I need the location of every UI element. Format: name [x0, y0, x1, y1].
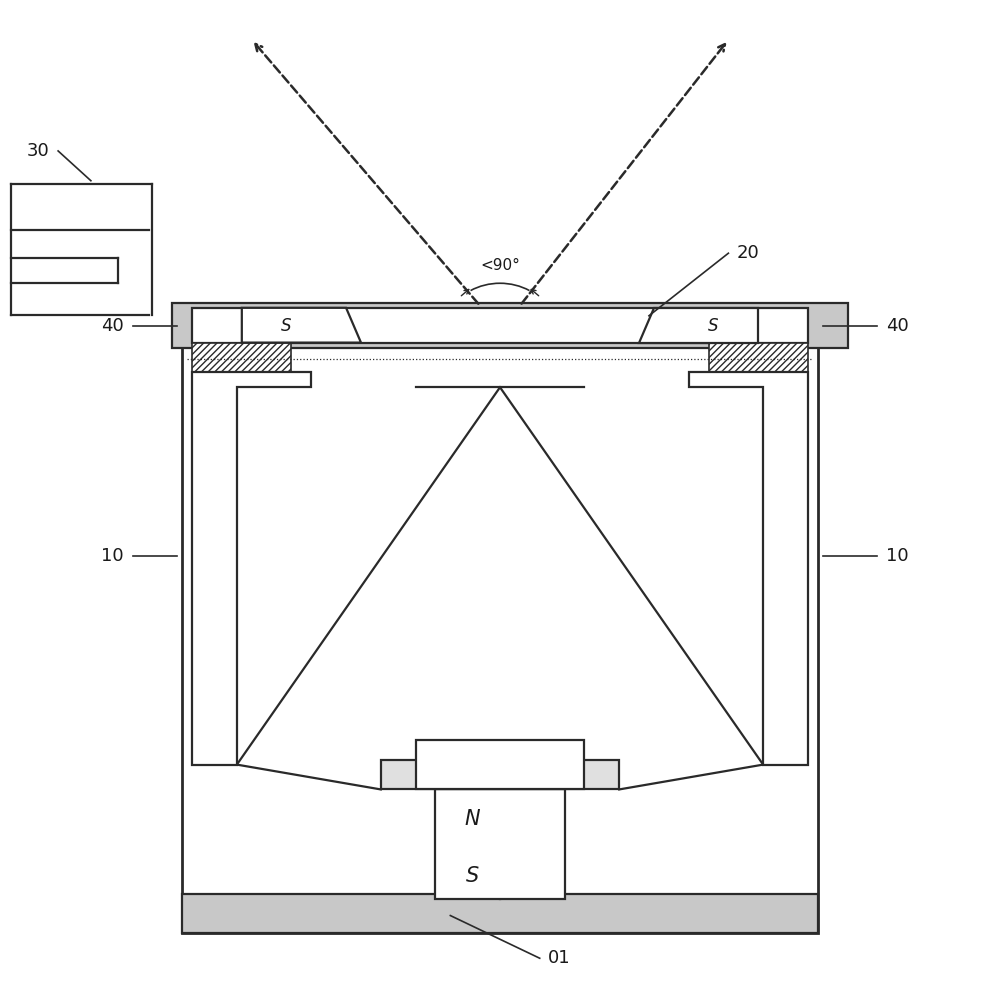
Bar	[182, 894, 818, 933]
Text: 01: 01	[548, 949, 571, 967]
Text: 40: 40	[886, 317, 909, 335]
Bar	[416, 740, 584, 789]
Bar	[182, 318, 818, 933]
Bar	[709, 343, 808, 372]
Polygon shape	[639, 308, 758, 343]
Text: S: S	[708, 317, 719, 335]
Text: S: S	[281, 317, 292, 335]
Bar	[435, 789, 565, 899]
Text: 10: 10	[886, 547, 909, 565]
Text: 20: 20	[737, 244, 760, 262]
Polygon shape	[689, 372, 808, 765]
Text: S: S	[466, 866, 479, 886]
Polygon shape	[192, 372, 311, 765]
Text: 10: 10	[101, 547, 124, 565]
Bar	[192, 343, 291, 372]
Text: 30: 30	[27, 142, 50, 160]
Text: <90°: <90°	[480, 258, 520, 273]
Text: N: N	[464, 809, 480, 829]
Polygon shape	[242, 308, 361, 343]
Bar	[172, 303, 848, 348]
Text: 40: 40	[101, 317, 124, 335]
Bar	[192, 308, 808, 343]
Bar	[381, 760, 619, 789]
